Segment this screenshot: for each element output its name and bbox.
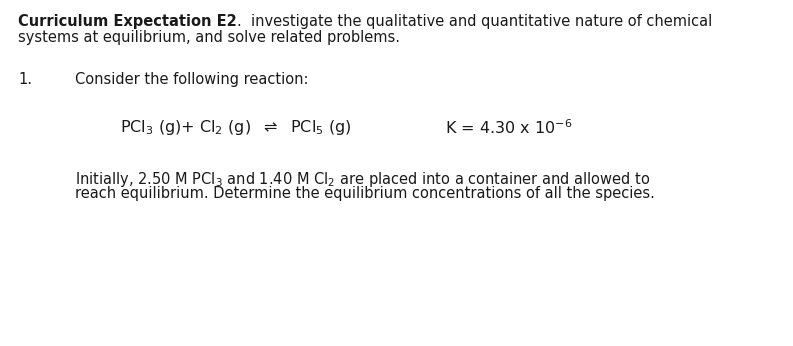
Text: PCl$_3$ (g)+ Cl$_2$ (g)  $\rightleftharpoons$  PCl$_5$ (g): PCl$_3$ (g)+ Cl$_2$ (g) $\rightleftharpo… <box>120 118 351 137</box>
Text: 1.: 1. <box>18 72 32 87</box>
Text: systems at equilibrium, and solve related problems.: systems at equilibrium, and solve relate… <box>18 30 400 45</box>
Text: reach equilibrium. Determine the equilibrium concentrations of all the species.: reach equilibrium. Determine the equilib… <box>75 186 655 201</box>
Text: Curriculum Expectation E2: Curriculum Expectation E2 <box>18 14 237 29</box>
Text: K = 4.30 x 10$^{-6}$: K = 4.30 x 10$^{-6}$ <box>445 118 573 137</box>
Text: Initially, 2.50 M PCl$_3$ and 1.40 M Cl$_2$ are placed into a container and allo: Initially, 2.50 M PCl$_3$ and 1.40 M Cl$… <box>75 170 650 189</box>
Text: Consider the following reaction:: Consider the following reaction: <box>75 72 308 87</box>
Text: .  investigate the qualitative and quantitative nature of chemical: . investigate the qualitative and quanti… <box>237 14 712 29</box>
